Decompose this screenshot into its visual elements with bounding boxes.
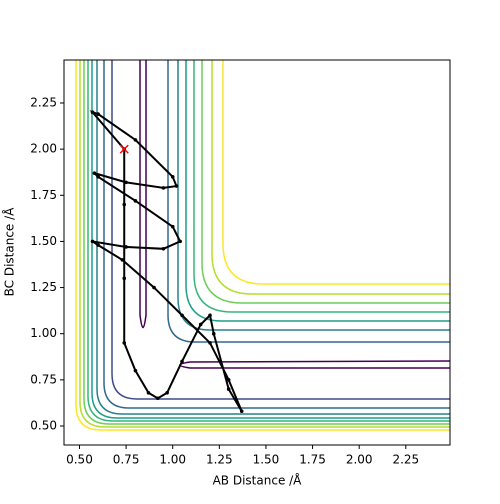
x-tick-label: 0.75 xyxy=(113,453,140,467)
contour xyxy=(87,60,450,422)
trajectory-point xyxy=(122,276,127,281)
contour xyxy=(103,60,450,409)
contour xyxy=(193,60,450,313)
trajectory-point xyxy=(120,258,125,262)
contour xyxy=(185,60,450,322)
contour xyxy=(75,60,450,431)
contour xyxy=(83,60,450,425)
trajectory-point xyxy=(239,409,244,414)
y-tick-label: 2.25 xyxy=(30,96,57,110)
trajectory-point xyxy=(208,313,212,318)
trajectory-point xyxy=(122,341,127,345)
trajectory-point xyxy=(96,243,100,247)
y-tick-label: 1.75 xyxy=(30,188,57,202)
contour xyxy=(111,60,450,400)
contour xyxy=(139,60,147,329)
trajectory-point xyxy=(96,175,100,179)
contour xyxy=(167,60,450,343)
contour xyxy=(91,60,450,419)
trajectory-point xyxy=(124,245,128,249)
trajectory-point xyxy=(174,184,179,188)
trajectory-point xyxy=(211,331,216,336)
y-tick-label: 0.75 xyxy=(30,372,57,386)
trajectory-point xyxy=(133,368,138,373)
x-tick-label: 2.00 xyxy=(346,453,373,467)
y-axis-label: BC Distance /Å xyxy=(2,207,17,297)
axes-frame xyxy=(63,59,451,446)
trajectory-point xyxy=(161,186,166,190)
contour xyxy=(201,60,450,304)
trajectory-point xyxy=(124,180,128,185)
y-tick-label: 1.50 xyxy=(30,234,57,248)
x-tick-label: 2.25 xyxy=(392,453,419,467)
contour xyxy=(79,60,450,428)
trajectory xyxy=(89,110,243,412)
x-tick-label: 0.50 xyxy=(66,453,93,467)
contour xyxy=(211,60,450,295)
x-tick-label: 1.00 xyxy=(159,453,186,467)
x-tick-label: 1.50 xyxy=(253,453,280,467)
trajectory-point xyxy=(170,175,175,179)
trajectory-point xyxy=(92,171,97,175)
x-tick-label: 1.75 xyxy=(299,453,326,467)
trajectory-point xyxy=(226,387,231,391)
trajectory-point xyxy=(90,110,95,115)
y-tick-label: 1.25 xyxy=(30,280,57,294)
trajectory-point xyxy=(161,247,166,251)
trajectory-point xyxy=(152,285,156,290)
trajectory-point xyxy=(96,112,100,116)
trajectory-point xyxy=(122,202,127,207)
trajectory-point xyxy=(146,390,151,395)
contour xyxy=(177,60,450,331)
trajectory-point xyxy=(133,138,138,142)
trajectory-point xyxy=(165,390,169,395)
start-marker xyxy=(119,144,129,154)
contours xyxy=(75,60,450,431)
trajectory-point xyxy=(90,239,95,244)
trajectory-point xyxy=(226,378,231,382)
trajectory-point xyxy=(208,341,212,345)
y-tick-label: 0.50 xyxy=(30,418,57,432)
trajectory-point xyxy=(170,224,175,229)
y-tick-label: 1.00 xyxy=(30,326,57,340)
contour xyxy=(222,60,450,285)
x-axis-label: AB Distance /Å xyxy=(213,473,303,488)
x-tick-label: 1.25 xyxy=(206,453,233,467)
contour xyxy=(96,60,450,415)
trajectory-point xyxy=(180,359,184,364)
trajectory-point xyxy=(180,313,184,318)
trajectory-point xyxy=(133,199,138,203)
trajectory-point xyxy=(178,239,182,244)
y-tick-label: 2.00 xyxy=(30,142,57,156)
trajectory-point xyxy=(198,322,203,327)
trajectory-point xyxy=(155,396,160,401)
